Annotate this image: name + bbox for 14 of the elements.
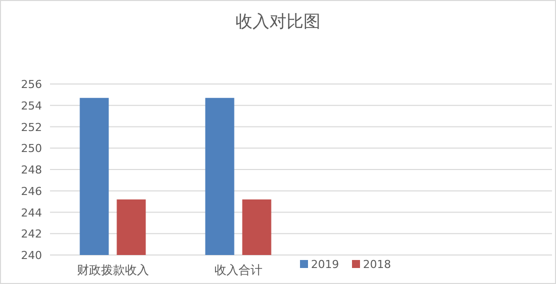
y-tick-label: 242	[21, 228, 42, 241]
y-tick-label: 252	[21, 120, 42, 134]
y-tick-label: 254	[21, 99, 42, 112]
chart-title: 收入对比图	[236, 12, 320, 32]
y-tick-label: 240	[21, 249, 42, 262]
y-tick-label: 256	[21, 78, 42, 91]
y-tick-label: 250	[21, 142, 42, 156]
x-tick-label: 收入合计	[214, 263, 262, 277]
legend-label: 2018	[363, 258, 391, 271]
y-tick-label: 244	[21, 206, 42, 220]
y-tick-label: 246	[21, 184, 42, 198]
legend-label: 2019	[311, 258, 339, 271]
y-tick-label: 248	[21, 164, 42, 176]
x-tick-label: 财政拨款收入	[76, 263, 149, 277]
